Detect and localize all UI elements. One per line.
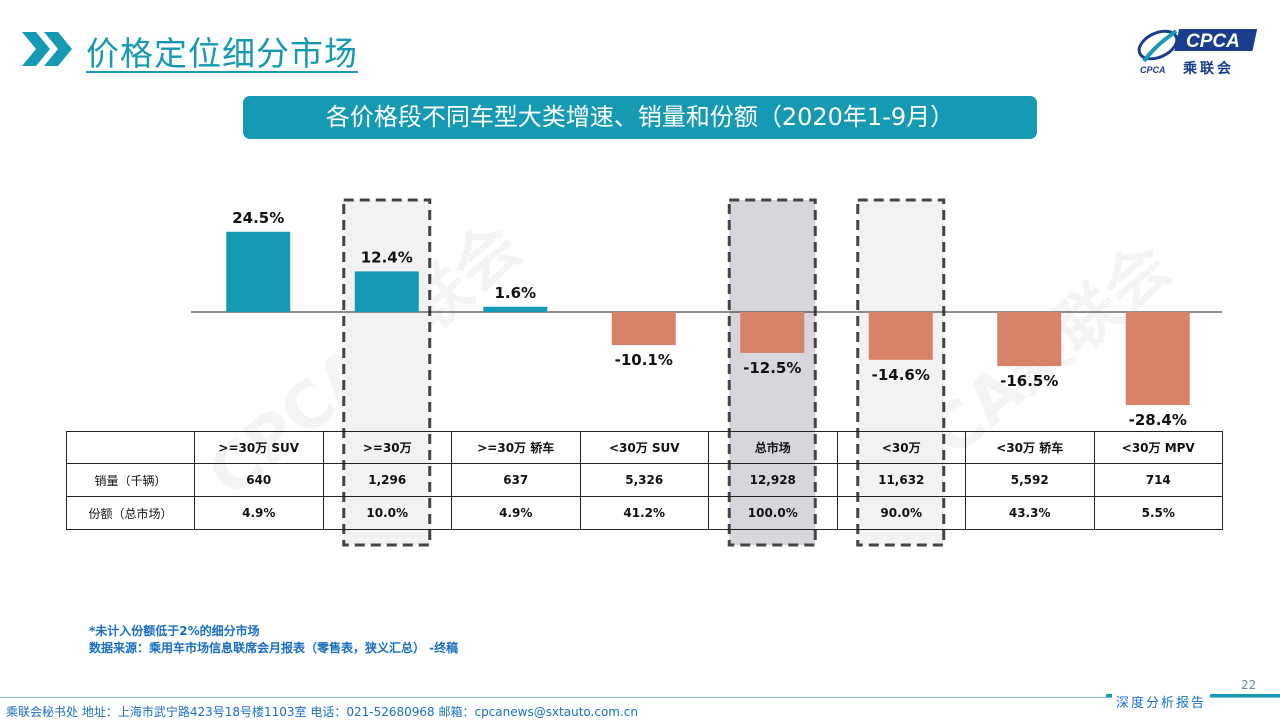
footer-divider: [0, 697, 1280, 698]
table-row: 份额（总市场） 4.9% 10.0% 4.9% 41.2% 100.0% 90.0% 43.3…: [66, 496, 1223, 530]
table-header-cell: >=30万 SUV: [194, 431, 324, 464]
table-cell: 1,296: [322, 463, 452, 497]
data-label: 1.6%: [494, 284, 536, 302]
table-row-label: 销量（千辆）: [66, 463, 195, 497]
table-cell: 12,928: [708, 463, 838, 497]
table-cell: 637: [451, 463, 581, 497]
bar: [868, 312, 933, 360]
table-header-cell: >=30万 轿车: [451, 431, 581, 464]
table-cell: 43.3%: [965, 496, 1095, 530]
footnote-text: *未计入份额低于2%的细分市场: [89, 624, 260, 638]
bar: [226, 231, 291, 312]
table-row: 销量（千辆） 640 1,296 637 5,326 12,928 11,632 5,592 7…: [66, 463, 1223, 497]
data-label: -10.1%: [615, 351, 673, 369]
page-title: 价格定位细分市场: [86, 34, 358, 73]
table-header-cell: 总市场: [708, 431, 838, 464]
logo-brand-text: CPCA: [1186, 31, 1240, 52]
source-text: 数据来源：乘用车市场信息联席会月报表（零售表，狭义汇总） -终稿: [89, 641, 459, 655]
data-table: >=30万 SUV >=30万 >=30万 轿车 <30万 SUV 总市场 <30万 <30…: [66, 431, 1223, 530]
table-header-cell: <30万: [836, 431, 966, 464]
logo-text: 乘联会: [1183, 61, 1234, 77]
table-cell: 640: [194, 463, 324, 497]
footnotes: *未计入份额低于2%的细分市场 数据来源：乘用车市场信息联席会月报表（零售表，狭…: [89, 623, 458, 657]
table-cell: 10.0%: [322, 496, 452, 530]
svg-text:CPCA: CPCA: [1140, 65, 1166, 75]
table-header-cell: <30万 轿车: [965, 431, 1095, 464]
bar: [354, 271, 419, 312]
data-label: -16.5%: [1000, 372, 1058, 390]
table-cell: 100.0%: [708, 496, 838, 530]
data-label: -12.5%: [743, 359, 801, 377]
table-cell: 714: [1093, 463, 1223, 497]
table-cell: 11,632: [836, 463, 966, 497]
table-cell: 5,592: [965, 463, 1095, 497]
table-header-cell: >=30万: [322, 431, 452, 464]
cpca-logo-icon: CPCA CPCA: [1137, 29, 1258, 75]
bar: [483, 306, 548, 312]
page-number: 22: [1241, 678, 1257, 692]
table-header-row: >=30万 SUV >=30万 >=30万 轿车 <30万 SUV 总市场 <30万 <30…: [66, 431, 1223, 464]
data-label: -14.6%: [872, 366, 930, 384]
chevron-arrows-icon: [22, 32, 72, 66]
bar: [740, 312, 805, 353]
table-cell: 41.2%: [579, 496, 709, 530]
table-cell: 90.0%: [836, 496, 966, 530]
footer-address: 乘联会秘书处 地址：上海市武宁路423号18号楼1103室 电话：021-526…: [6, 705, 639, 719]
data-label: 24.5%: [232, 209, 284, 227]
bar: [1125, 312, 1190, 406]
footer-report-label: 深度分析报告: [1112, 692, 1211, 711]
data-label: 12.4%: [361, 248, 413, 266]
table-header-cell: <30万 SUV: [579, 431, 709, 464]
table-cell: 5,326: [579, 463, 709, 497]
data-label: -28.4%: [1129, 411, 1187, 429]
bar: [611, 312, 676, 346]
table-cell: 5.5%: [1093, 496, 1223, 530]
table-cell: 4.9%: [451, 496, 581, 530]
chart-banner-title: 各价格段不同车型大类增速、销量和份额（2020年1-9月）: [243, 96, 1037, 139]
table-header-cell: <30万 MPV: [1093, 431, 1223, 464]
bar: [997, 312, 1062, 367]
table-row-label: 份额（总市场）: [66, 496, 195, 530]
table-cell: 4.9%: [194, 496, 324, 530]
table-corner-cell: [66, 431, 195, 464]
